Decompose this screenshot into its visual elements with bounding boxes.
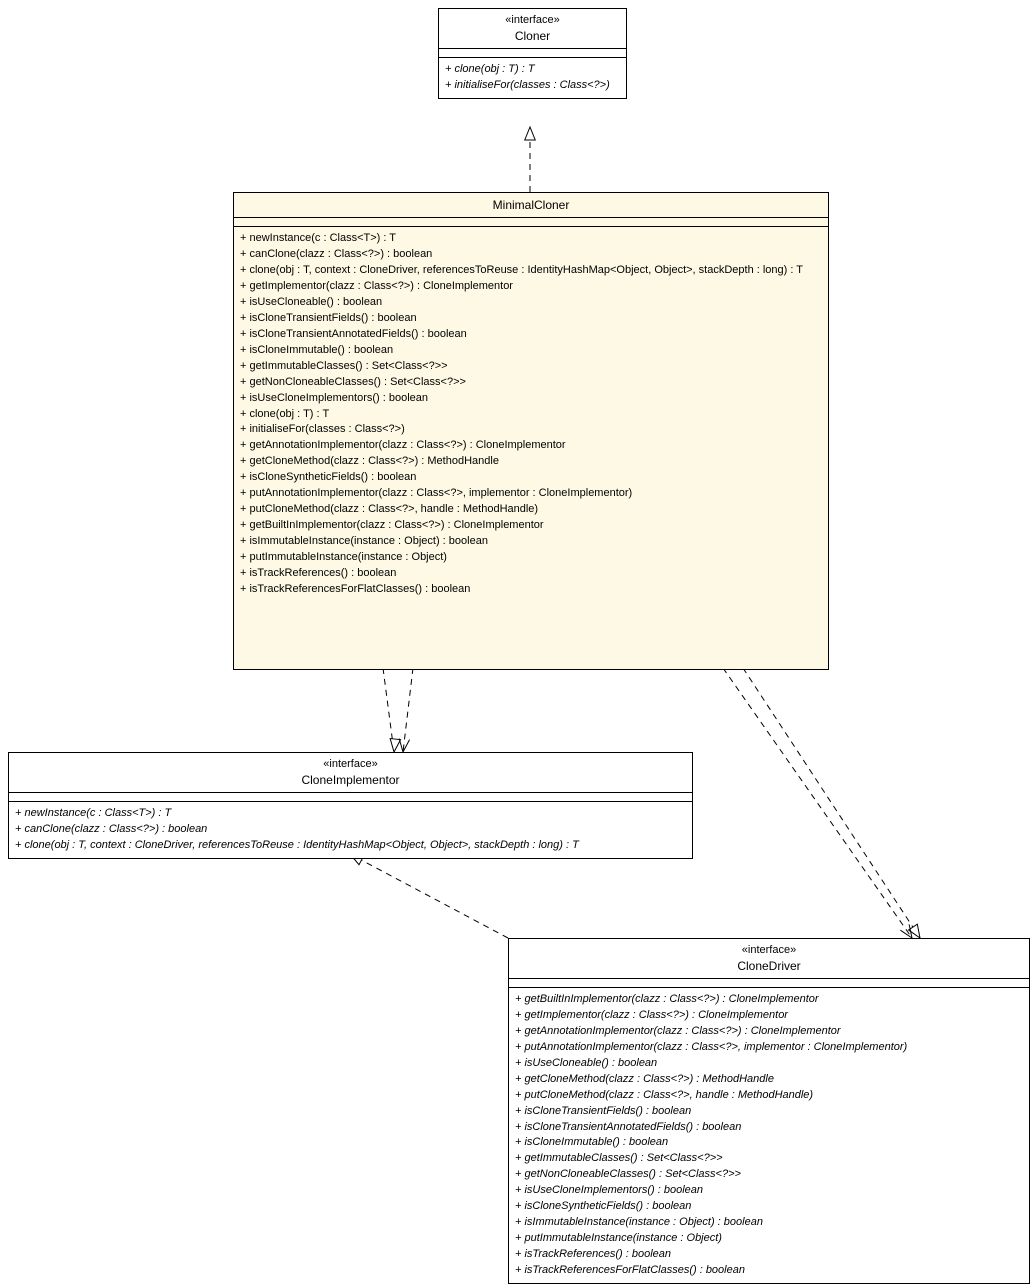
class-name-compartment: MinimalCloner	[234, 193, 828, 218]
method: + newInstance(c : Class<T>) : T	[15, 806, 686, 822]
attributes-compartment	[439, 49, 626, 58]
method: + getBuiltInImplementor(clazz : Class<?>…	[240, 518, 822, 534]
method: + putCloneMethod(clazz : Class<?>, handl…	[240, 502, 822, 518]
methods-compartment: + getBuiltInImplementor(clazz : Class<?>…	[509, 988, 1029, 1283]
method: + clone(obj : T) : T	[240, 407, 822, 423]
method: + isTrackReferences() : boolean	[515, 1247, 1023, 1263]
method: + isUseCloneImplementors() : boolean	[240, 391, 822, 407]
method: + isCloneImmutable() : boolean	[515, 1135, 1023, 1151]
method: + putAnnotationImplementor(clazz : Class…	[515, 1040, 1023, 1056]
method: + isUseCloneable() : boolean	[240, 295, 822, 311]
method: + getCloneMethod(clazz : Class<?>) : Met…	[515, 1072, 1023, 1088]
method: + isCloneImmutable() : boolean	[240, 343, 822, 359]
class-name: CloneImplementor	[15, 772, 686, 788]
method: + putImmutableInstance(instance : Object…	[240, 550, 822, 566]
method: + getAnnotationImplementor(clazz : Class…	[240, 438, 822, 454]
attributes-compartment	[234, 218, 828, 227]
method: + isUseCloneable() : boolean	[515, 1056, 1023, 1072]
class-MinimalCloner: MinimalCloner + newInstance(c : Class<T>)…	[233, 192, 829, 670]
method: + isImmutableInstance(instance : Object)…	[515, 1215, 1023, 1231]
method: + isCloneSyntheticFields() : boolean	[515, 1199, 1023, 1215]
method: + isTrackReferencesForFlatClasses() : bo…	[240, 582, 822, 598]
stereotype: «interface»	[15, 757, 686, 772]
method: + getAnnotationImplementor(clazz : Class…	[515, 1024, 1023, 1040]
method: + getNonCloneableClasses() : Set<Class<?…	[240, 375, 822, 391]
class-name-compartment: «interface»CloneImplementor	[9, 753, 692, 793]
methods-compartment: + newInstance(c : Class<T>) : T+ canClon…	[9, 802, 692, 858]
method: + getImmutableClasses() : Set<Class<?>>	[515, 1151, 1023, 1167]
method: + putCloneMethod(clazz : Class<?>, handl…	[515, 1088, 1023, 1104]
method: + getCloneMethod(clazz : Class<?>) : Met…	[240, 454, 822, 470]
class-Cloner: «interface»Cloner + clone(obj : T) : T+ i…	[438, 8, 627, 99]
method: + initialiseFor(classes : Class<?>)	[445, 78, 620, 94]
class-name: MinimalCloner	[240, 197, 822, 213]
class-CloneDriver: «interface»CloneDriver + getBuiltInImplem…	[508, 938, 1030, 1284]
method: + getBuiltInImplementor(clazz : Class<?>…	[515, 992, 1023, 1008]
class-CloneImplementor: «interface»CloneImplementor + newInstance…	[8, 752, 693, 859]
method: + isCloneSyntheticFields() : boolean	[240, 470, 822, 486]
method: + canClone(clazz : Class<?>) : boolean	[15, 822, 686, 838]
method: + putImmutableInstance(instance : Object…	[515, 1231, 1023, 1247]
method: + initialiseFor(classes : Class<?>)	[240, 422, 822, 438]
method: + getImplementor(clazz : Class<?>) : Clo…	[515, 1008, 1023, 1024]
stereotype: «interface»	[445, 13, 620, 28]
class-name-compartment: «interface»CloneDriver	[509, 939, 1029, 979]
method: + clone(obj : T, context : CloneDriver, …	[15, 838, 686, 854]
class-name: Cloner	[445, 28, 620, 44]
attributes-compartment	[9, 793, 692, 802]
method: + isCloneTransientFields() : boolean	[515, 1104, 1023, 1120]
methods-compartment: + newInstance(c : Class<T>) : T+ canClon…	[234, 227, 828, 602]
method: + isCloneTransientFields() : boolean	[240, 311, 822, 327]
methods-compartment: + clone(obj : T) : T+ initialiseFor(clas…	[439, 58, 626, 98]
method: + isTrackReferencesForFlatClasses() : bo…	[515, 1263, 1023, 1279]
method: + clone(obj : T) : T	[445, 62, 620, 78]
method: + isCloneTransientAnnotatedFields() : bo…	[240, 327, 822, 343]
class-name: CloneDriver	[515, 958, 1023, 974]
method: + isUseCloneImplementors() : boolean	[515, 1183, 1023, 1199]
method: + getImmutableClasses() : Set<Class<?>>	[240, 359, 822, 375]
method: + newInstance(c : Class<T>) : T	[240, 231, 822, 247]
uml-diagram: «interface»Cloner+ clone(obj : T) : T+ i…	[0, 0, 1034, 1281]
class-name-compartment: «interface»Cloner	[439, 9, 626, 49]
stereotype: «interface»	[515, 943, 1023, 958]
method: + getImplementor(clazz : Class<?>) : Clo…	[240, 279, 822, 295]
method: + isCloneTransientAnnotatedFields() : bo…	[515, 1120, 1023, 1136]
method: + isTrackReferences() : boolean	[240, 566, 822, 582]
method: + putAnnotationImplementor(clazz : Class…	[240, 486, 822, 502]
method: + getNonCloneableClasses() : Set<Class<?…	[515, 1167, 1023, 1183]
attributes-compartment	[509, 979, 1029, 988]
method: + canClone(clazz : Class<?>) : boolean	[240, 247, 822, 263]
method: + clone(obj : T, context : CloneDriver, …	[240, 263, 822, 279]
method: + isImmutableInstance(instance : Object)…	[240, 534, 822, 550]
